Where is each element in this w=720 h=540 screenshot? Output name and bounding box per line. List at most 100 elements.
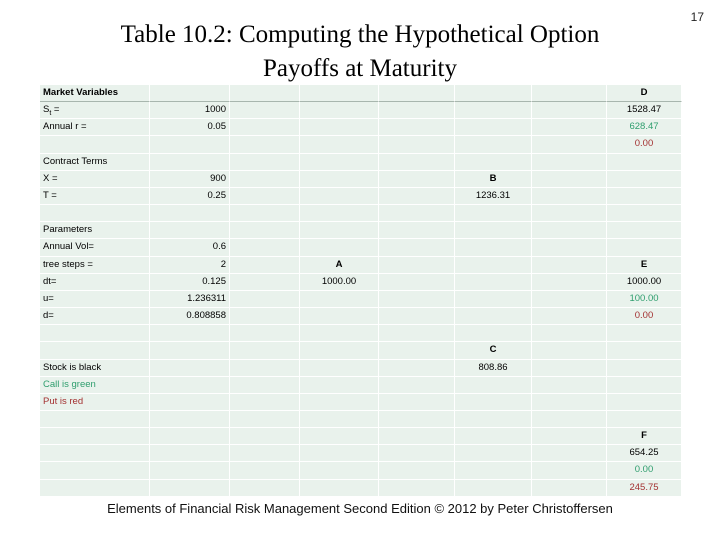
table-cell <box>230 153 300 171</box>
table-cell <box>230 85 300 103</box>
table-cell <box>532 462 607 480</box>
table-cell <box>532 410 607 429</box>
table-cell: Annual r = <box>40 119 150 137</box>
table-cell <box>150 376 230 394</box>
table-cell: Parameters <box>40 222 150 240</box>
table-cell <box>230 119 300 137</box>
table-row: Contract Terms <box>40 153 682 171</box>
table-cell <box>230 256 300 274</box>
table-cell <box>230 102 300 120</box>
table-cell <box>300 376 379 394</box>
table-cell: u= <box>40 290 150 309</box>
table-cell: dt= <box>40 273 150 291</box>
table-cell <box>300 462 379 480</box>
table-cell <box>607 205 682 223</box>
table-cell: 900 <box>150 170 230 188</box>
table-cell <box>455 222 532 240</box>
table-cell <box>150 445 230 463</box>
table-cell <box>607 376 682 394</box>
table-cell <box>455 273 532 291</box>
table-cell <box>455 410 532 429</box>
table-cell <box>607 325 682 343</box>
table-cell <box>300 445 379 463</box>
table-cell <box>532 325 607 343</box>
table-cell <box>455 239 532 257</box>
table-cell <box>300 359 379 377</box>
table-cell <box>455 119 532 137</box>
table-cell <box>607 222 682 240</box>
table-cell <box>150 205 230 223</box>
table-cell: X = <box>40 170 150 188</box>
table-cell: E <box>607 256 682 274</box>
table-cell <box>230 325 300 343</box>
table-cell: A <box>300 256 379 274</box>
table-cell <box>455 102 532 120</box>
table-cell <box>40 462 150 480</box>
table-cell: F <box>607 428 682 446</box>
table-cell: 1236.31 <box>455 187 532 206</box>
table-cell <box>150 393 230 411</box>
table-cell <box>40 205 150 223</box>
table-cell <box>300 410 379 429</box>
table-cell <box>300 428 379 446</box>
table-cell <box>150 428 230 446</box>
page-number: 17 <box>690 10 704 24</box>
table-row <box>40 410 682 429</box>
table-cell <box>607 239 682 257</box>
table-cell <box>150 479 230 497</box>
table-cell <box>379 119 455 137</box>
table-cell <box>455 290 532 309</box>
table-cell <box>607 187 682 206</box>
table-cell: Call is green <box>40 376 150 394</box>
table-cell <box>379 239 455 257</box>
table-row: Put is red <box>40 393 682 411</box>
table-row: u= 1.236311 100.00 <box>40 290 682 309</box>
table-cell: 2 <box>150 256 230 274</box>
table-cell <box>150 136 230 154</box>
table-cell <box>40 136 150 154</box>
table-row: Call is green <box>40 376 682 394</box>
table-cell: 0.6 <box>150 239 230 257</box>
table-row: d= 0.808858 0.00 <box>40 308 682 326</box>
table-row: X = 900 B <box>40 170 682 188</box>
table-cell <box>230 410 300 429</box>
table-row: C <box>40 342 682 360</box>
table-cell <box>150 359 230 377</box>
table-cell <box>230 136 300 154</box>
table-cell <box>532 205 607 223</box>
table-row: tree steps = 2 A E <box>40 256 682 274</box>
table-cell <box>379 445 455 463</box>
table-cell <box>300 393 379 411</box>
table-cell <box>532 239 607 257</box>
table-cell <box>230 308 300 326</box>
table-cell <box>532 102 607 120</box>
table-cell <box>230 273 300 291</box>
table-cell <box>40 410 150 429</box>
table-cell <box>300 342 379 360</box>
table-cell <box>300 290 379 309</box>
table-cell <box>300 170 379 188</box>
table-row <box>40 325 682 343</box>
table-cell <box>300 308 379 326</box>
table-cell: 0.00 <box>607 136 682 154</box>
table-cell <box>300 222 379 240</box>
table-cell <box>607 393 682 411</box>
table-row: 0.00 <box>40 136 682 154</box>
table-cell <box>455 325 532 343</box>
table-cell: C <box>455 342 532 360</box>
table-cell <box>532 445 607 463</box>
table-cell <box>532 342 607 360</box>
table-cell: 1528.47 <box>607 102 682 120</box>
table-cell: 654.25 <box>607 445 682 463</box>
table-cell: 0.808858 <box>150 308 230 326</box>
table-cell <box>607 359 682 377</box>
table-cell <box>40 342 150 360</box>
table-cell <box>532 290 607 309</box>
table-cell <box>379 393 455 411</box>
table-row: Market Variables D <box>40 85 682 103</box>
table-cell <box>230 428 300 446</box>
table-cell: 245.75 <box>607 479 682 497</box>
table-cell <box>40 479 150 497</box>
table-row: 0.00 <box>40 462 682 480</box>
table-cell <box>607 170 682 188</box>
